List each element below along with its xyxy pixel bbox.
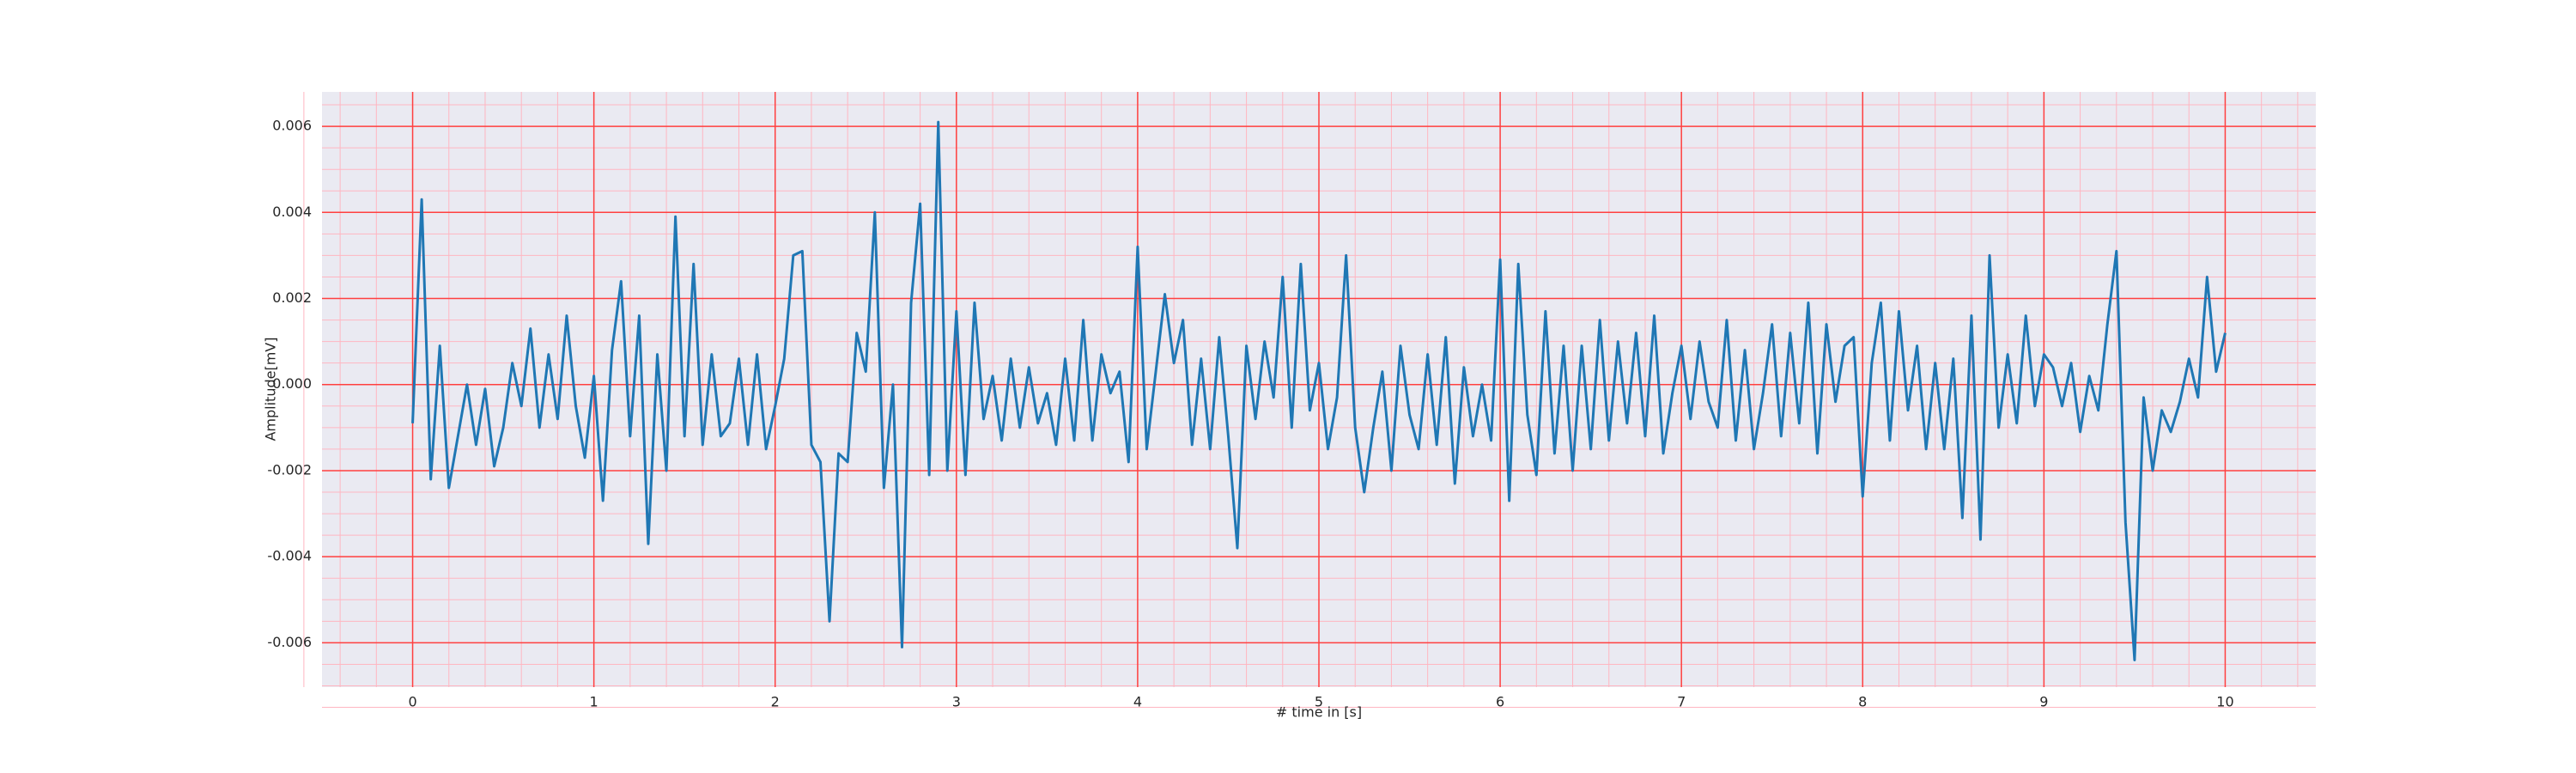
x-tick-label: 2 [771, 694, 780, 710]
x-tick-label: 1 [590, 694, 598, 710]
y-tick-label: -0.002 [267, 461, 312, 478]
signal-line [411, 120, 2227, 661]
x-tick-label: 4 [1133, 694, 1142, 710]
y-tick-label: -0.004 [267, 548, 312, 564]
x-tick-label: 5 [1315, 694, 1323, 710]
x-axis-label: # time in [s] [1276, 704, 1362, 721]
y-tick-label: 0.002 [272, 289, 312, 306]
y-tick-label: 0.006 [272, 118, 312, 134]
y-tick-label: -0.006 [267, 634, 312, 650]
y-tick-label: 0.000 [272, 375, 312, 392]
x-tick-label: 10 [2216, 694, 2233, 710]
y-tick-label: 0.004 [272, 204, 312, 220]
x-tick-label: 9 [2039, 694, 2048, 710]
x-tick-label: 6 [1496, 694, 1504, 710]
x-tick-label: 3 [952, 694, 961, 710]
y-axis-label: Amplitude[mV] [263, 337, 279, 441]
major-grid [322, 92, 2316, 687]
plot-lines [411, 120, 2227, 661]
x-tick-label: 7 [1677, 694, 1686, 710]
x-tick-label: 8 [1858, 694, 1867, 710]
x-tick-label: 0 [408, 694, 416, 710]
